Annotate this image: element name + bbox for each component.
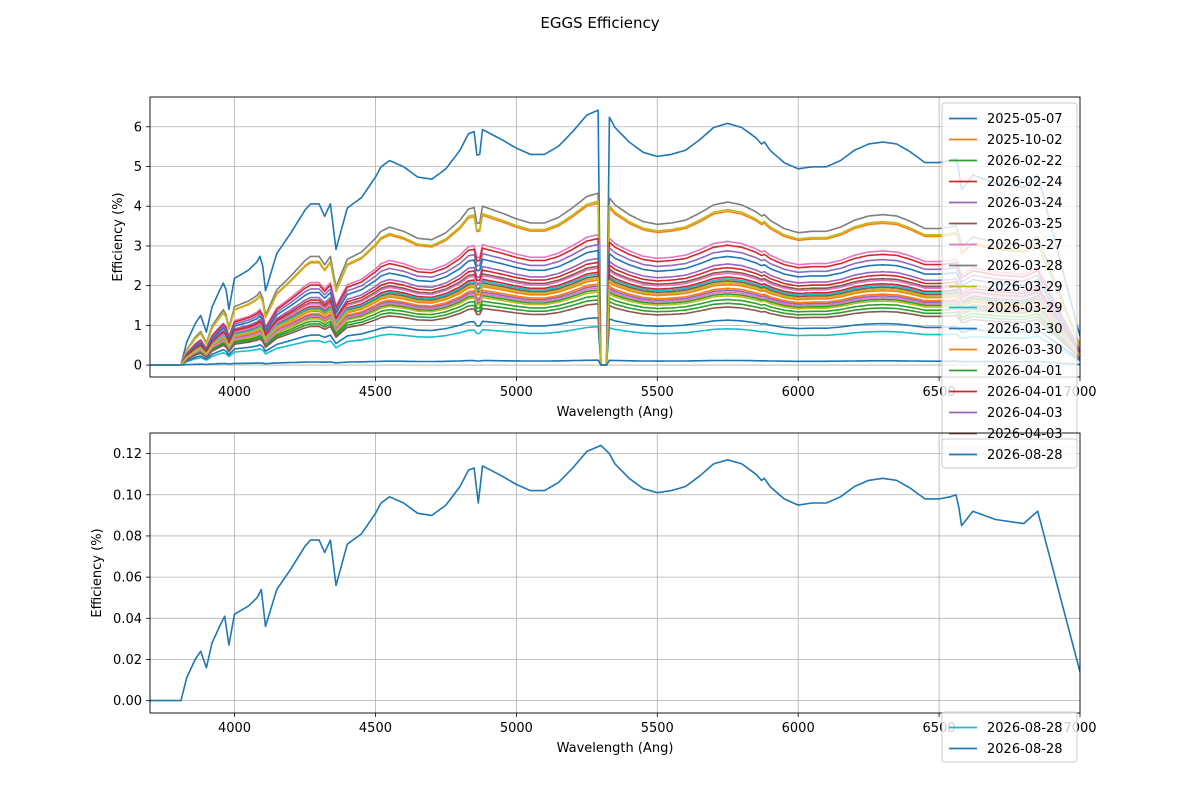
x-tick-label: 6000: [782, 385, 815, 400]
series-line: [150, 289, 1080, 366]
series-line: [150, 261, 1080, 366]
y-tick-label: 0: [134, 359, 142, 374]
legend-label: 2026-03-30: [987, 322, 1063, 337]
y-tick-label: 0.08: [113, 529, 142, 544]
top-efficiency-plot: 4000 4500 5000 5500 6000 6500 70000123456Wavel…: [111, 96, 1097, 448]
series-line: [150, 287, 1080, 366]
y-tick-label: 2: [134, 279, 142, 294]
y-tick-label: 3: [134, 239, 142, 254]
legend-label: 2026-02-24: [987, 175, 1063, 190]
legend-label: 2026-08-28: [987, 742, 1063, 757]
series-line: [150, 237, 1080, 366]
series-line: [150, 359, 1080, 366]
series-line: [150, 109, 1080, 366]
legend-label: 2026-03-24: [987, 196, 1063, 211]
series-line: [150, 271, 1080, 366]
series-line: [150, 192, 1080, 366]
series-line: [150, 316, 1080, 366]
x-axis-label: Wavelength (Ang): [557, 741, 674, 756]
series-line: [150, 303, 1080, 366]
series-line: [150, 283, 1080, 366]
x-tick-label: 6000: [782, 721, 815, 736]
legend-label: 2026-04-01: [987, 385, 1063, 400]
series-line: [150, 257, 1080, 366]
series-line: [150, 291, 1080, 366]
axes-frame: [149, 432, 1081, 714]
series-line: [150, 249, 1080, 366]
legend-label: 2026-08-28: [987, 448, 1063, 463]
legend-label: 2026-03-27: [987, 238, 1063, 253]
legend-label: 2025-05-07: [987, 112, 1063, 127]
series-line: [150, 285, 1080, 366]
legend-label: 2025-10-02: [987, 133, 1063, 148]
series-group: [150, 109, 1080, 366]
y-tick-label: 1: [134, 319, 142, 334]
legend-label: 2026-08-28: [987, 721, 1063, 736]
legend-label: 2026-03-25: [987, 217, 1063, 232]
series-line: [150, 325, 1080, 366]
legend-label: 2026-04-03: [987, 427, 1063, 442]
x-tick-label: 5000: [500, 385, 533, 400]
series-line: [150, 444, 1080, 702]
y-tick-label: 0.06: [113, 571, 142, 586]
legend-label: 2026-03-28: [987, 259, 1063, 274]
x-tick-label: 5500: [641, 721, 674, 736]
series-line: [150, 267, 1080, 366]
y-tick-label: 0.04: [113, 612, 142, 627]
x-tick-label: 5000: [500, 721, 533, 736]
legend-label: 2026-03-30: [987, 343, 1063, 358]
legend-label: 2026-04-01: [987, 364, 1063, 379]
top-legend: 2025-05-07 2025-10-02 2026-02-22 2026-02-24…: [941, 102, 1078, 448]
y-tick-label: 4: [134, 200, 142, 215]
bottom-efficiency-plot: 4000 4500 5000 5500 6000 6500 70000.000.020.04…: [90, 432, 1097, 763]
y-tick-label: 5: [134, 160, 142, 175]
x-tick-label: 4000: [218, 385, 251, 400]
axes-frame: [149, 96, 1081, 378]
series-line: [150, 279, 1080, 366]
y-axis-label: Efficiency (%): [90, 528, 105, 617]
series-line: [150, 275, 1080, 366]
x-axis-label: Wavelength (Ang): [557, 405, 674, 420]
series-line: [150, 277, 1080, 366]
legend-label: 2026-02-22: [987, 154, 1063, 169]
legend-box: [941, 711, 1078, 763]
legend-label: 2026-03-29: [987, 301, 1063, 316]
x-tick-label: 5500: [641, 385, 674, 400]
x-tick-label: 4500: [359, 721, 392, 736]
legend-box: [941, 438, 1078, 469]
series-line: [150, 299, 1080, 366]
legend-label: 2026-03-29: [987, 280, 1063, 295]
y-tick-label: 0.12: [113, 447, 142, 462]
legend-label: 2026-04-03: [987, 406, 1063, 421]
y-tick-label: 0.10: [113, 488, 142, 503]
series-line: [150, 233, 1080, 366]
y-tick-label: 0.00: [113, 694, 142, 709]
series-line: [150, 200, 1080, 366]
bottom-legend-overflow: 2026-08-28 2026-08-28: [941, 711, 1078, 763]
series-line: [150, 265, 1080, 366]
y-tick-label: 6: [134, 120, 142, 135]
series-line: [150, 295, 1080, 366]
x-tick-label: 4500: [359, 385, 392, 400]
x-tick-label: 4000: [218, 721, 251, 736]
series-group: [150, 444, 1080, 702]
series-line: [150, 202, 1080, 366]
series-line: [150, 243, 1080, 366]
y-tick-label: 0.02: [113, 653, 142, 668]
y-axis-label: Efficiency (%): [111, 192, 126, 281]
series-line: [150, 273, 1080, 366]
figure-title: EGGS Efficiency: [540, 14, 659, 32]
bottom-legend: 2026-08-28: [941, 438, 1078, 469]
